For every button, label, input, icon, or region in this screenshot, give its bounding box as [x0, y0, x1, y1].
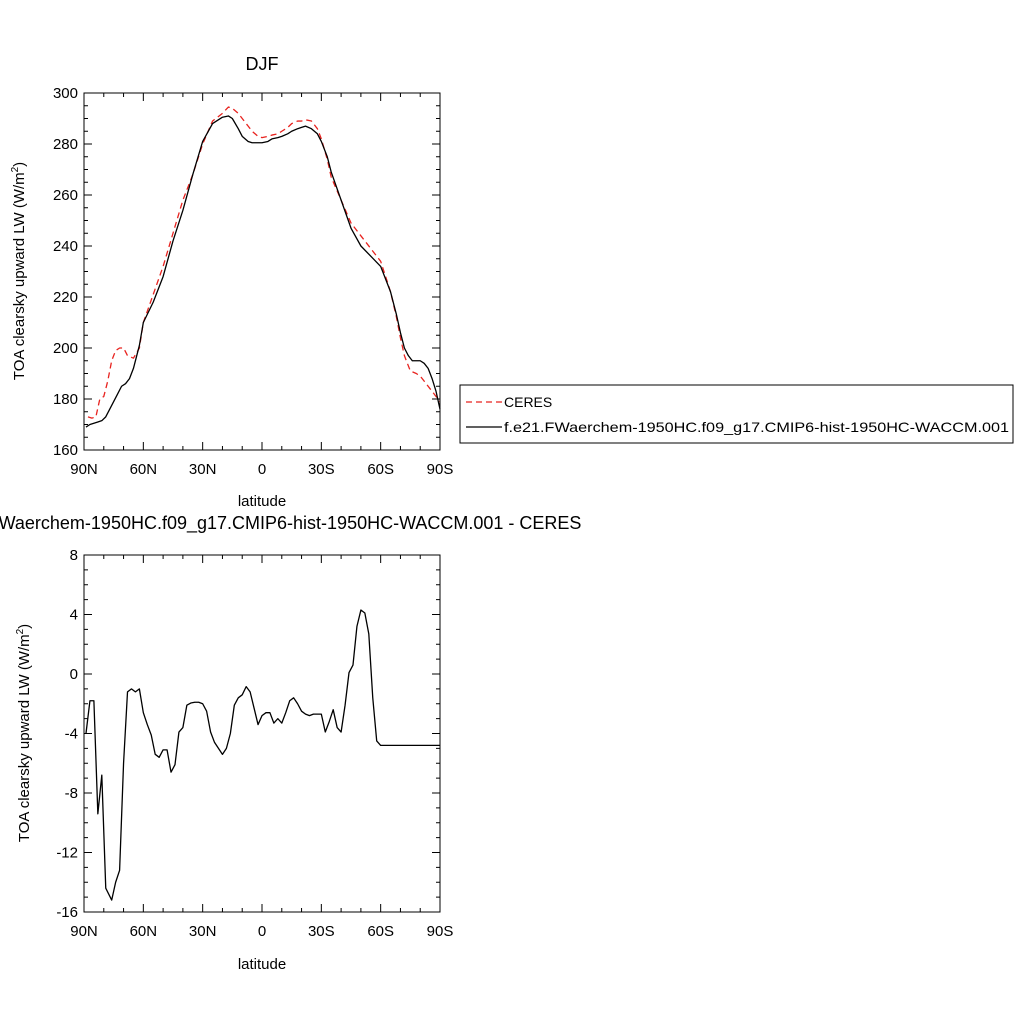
y-axis-title-top: TOA clearsky upward LW (W/m2)	[10, 162, 28, 380]
y-tick-label: 4	[70, 607, 78, 624]
x-tick-label: 30S	[308, 461, 335, 478]
panel-title-difference: f.e21.FWaerchem-1950HC.f09_g17.CMIP6-his…	[0, 513, 581, 534]
y-tick-label: 300	[53, 85, 78, 102]
series-line-f	[85, 115, 441, 428]
x-tick-label: 60S	[367, 923, 394, 940]
x-tick-label: 30N	[189, 461, 217, 478]
panel-difference: f.e21.FWaerchem-1950HC.f09_g17.CMIP6-his…	[0, 513, 581, 973]
y-tick-label: -12	[56, 845, 78, 862]
x-tick-label: 0	[258, 461, 266, 478]
x-tick-label: 60N	[130, 461, 158, 478]
legend: CERES f.e21.FWaerchem-1950HC.f09_g17.CMI…	[459, 384, 1014, 444]
x-tick-label: 60S	[367, 461, 394, 478]
series-line-difference	[85, 609, 440, 901]
y-tick-label: -4	[65, 726, 78, 743]
legend-label-model: f.e21.FWaerchem-1950HC.f09_g17.CMIP6-his…	[504, 419, 1009, 435]
y-tick-label: 240	[53, 238, 78, 255]
y-tick-label: -16	[56, 904, 78, 921]
y-tick-label: -8	[65, 785, 78, 802]
panel-djf: DJF 90N 60N 30N 0 30S 60S 90S 160 180 200 220 240 26…	[10, 54, 453, 510]
plot-frame-bottom	[83, 554, 441, 913]
x-tick-label: 90S	[427, 923, 454, 940]
x-tick-label: 30N	[189, 923, 217, 940]
x-tick-label: 0	[258, 923, 266, 940]
legend-box	[459, 384, 1014, 444]
x-axis-title-bottom: latitude	[238, 956, 286, 973]
panel-title-djf: DJF	[246, 54, 279, 74]
x-axis-title-top: latitude	[238, 493, 286, 510]
legend-label-ceres: CERES	[504, 394, 552, 410]
y-tick-label: 8	[70, 547, 78, 564]
y-axis-title-bottom: TOA clearsky upward LW (W/m2)	[15, 624, 33, 842]
plot-frame-top	[83, 92, 441, 451]
y-tick-label: 180	[53, 391, 78, 408]
x-tick-label: 60N	[130, 923, 158, 940]
x-tick-label: 90N	[70, 923, 98, 940]
y-tick-label: 260	[53, 187, 78, 204]
y-tick-label: 0	[70, 666, 78, 683]
series-line-ceres	[87, 106, 441, 419]
x-tick-label: 90N	[70, 461, 98, 478]
y-tick-label: 200	[53, 340, 78, 357]
y-tick-label: 280	[53, 136, 78, 153]
y-tick-label: 160	[53, 442, 78, 459]
y-tick-label: 220	[53, 289, 78, 306]
x-tick-label: 90S	[427, 461, 454, 478]
x-tick-label: 30S	[308, 923, 335, 940]
